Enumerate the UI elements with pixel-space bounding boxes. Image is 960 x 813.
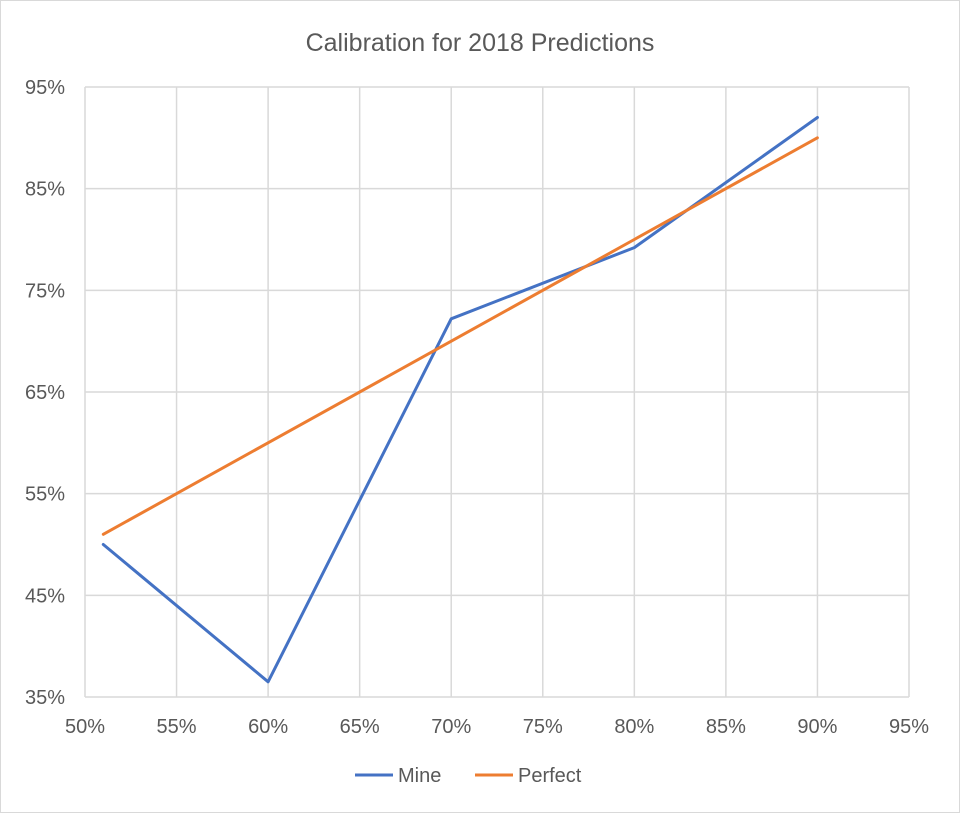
x-tick-label: 95% xyxy=(889,716,929,738)
y-tick-label: 45% xyxy=(25,585,65,607)
x-tick-label: 70% xyxy=(431,716,471,738)
series-line-mine xyxy=(101,116,819,684)
x-tick-label: 80% xyxy=(614,716,654,738)
tick-labels: 50% 55% 60% 65% 70% 75% 80% 85% 90% 95% 35% 45% 55% 6… xyxy=(25,77,929,738)
legend-item-perfect[interactable]: Perfect xyxy=(475,765,582,787)
grid-lines xyxy=(84,86,910,698)
legend-label: Perfect xyxy=(518,765,582,787)
legend[interactable]: Mine Perfect xyxy=(355,765,582,787)
y-tick-label: 75% xyxy=(25,280,65,302)
y-tick-label: 85% xyxy=(25,179,65,201)
series-line-perfect xyxy=(101,136,819,536)
series-lines xyxy=(101,116,819,684)
x-tick-label: 75% xyxy=(523,716,563,738)
y-tick-label: 95% xyxy=(25,77,65,99)
y-tick-label: 55% xyxy=(25,484,65,506)
x-tick-label: 60% xyxy=(248,716,288,738)
x-tick-label: 65% xyxy=(340,716,380,738)
x-tick-label: 85% xyxy=(706,716,746,738)
x-tick-label: 50% xyxy=(65,716,105,738)
chart-title: Calibration for 2018 Predictions xyxy=(306,29,655,57)
x-tick-label: 90% xyxy=(797,716,837,738)
legend-item-mine[interactable]: Mine xyxy=(355,765,441,787)
x-tick-label: 55% xyxy=(157,716,197,738)
y-tick-label: 35% xyxy=(25,687,65,709)
y-tick-label: 65% xyxy=(25,382,65,404)
legend-label: Mine xyxy=(398,765,441,787)
